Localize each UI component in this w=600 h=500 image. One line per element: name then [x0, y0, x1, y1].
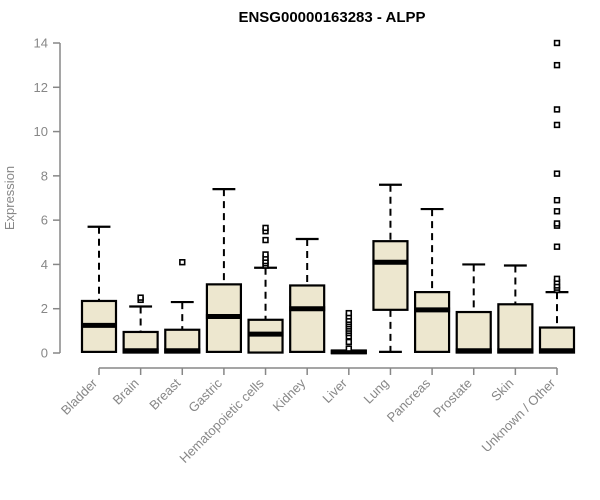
box-hematopoietic-cells [247, 224, 284, 354]
x-tick-label: Prostate [430, 376, 475, 421]
x-tick-label: Brain [110, 376, 142, 408]
x-tick-label: Kidney [270, 375, 309, 414]
outlier-point [553, 220, 561, 227]
x-tick-label: Liver [319, 375, 350, 406]
plot-area [80, 39, 576, 355]
box-bladder [80, 225, 118, 353]
outlier-point [553, 170, 561, 177]
outlier-point [553, 121, 561, 129]
chart-title: ENSG00000163283 - ALPP [238, 9, 425, 26]
outlier-point [345, 345, 353, 352]
outlier-point [179, 259, 186, 266]
outlier-point [553, 61, 561, 69]
outlier-point [553, 208, 561, 215]
outlier-point [553, 197, 561, 204]
box-gastric [205, 188, 243, 353]
x-tick-label: Bladder [58, 375, 101, 418]
box-liver [330, 309, 367, 355]
y-tick-label: 2 [41, 301, 48, 316]
box-breast [164, 259, 201, 354]
x-tick-label: Unknown / Other [479, 375, 559, 455]
box-rect [289, 284, 326, 353]
box-rect [413, 291, 451, 353]
box-pancreas [413, 207, 451, 353]
y-tick-label: 4 [41, 257, 48, 272]
y-tick-label: 8 [41, 168, 48, 183]
outlier-point [262, 236, 269, 244]
y-tick-label: 14 [34, 36, 48, 51]
outlier-point [345, 309, 353, 317]
box-prostate [455, 263, 492, 354]
box-unknown-other [538, 39, 576, 354]
outlier-point [553, 106, 561, 113]
box-skin [497, 264, 534, 354]
outlier-point [262, 224, 269, 232]
box-rect [455, 310, 492, 354]
y-tick-label: 12 [34, 80, 48, 95]
y-tick-label: 10 [34, 124, 48, 139]
y-tick-label: 0 [41, 346, 48, 361]
box-brain [122, 294, 159, 354]
y-axis-label: Expression [2, 166, 17, 230]
outlier-point [553, 243, 561, 250]
y-tick-label: 6 [41, 213, 48, 228]
outlier-point [553, 275, 561, 283]
box-kidney [289, 237, 326, 353]
x-tick-label: Skin [488, 376, 516, 404]
box-lung [372, 183, 409, 353]
outlier-point [553, 39, 561, 47]
outlier-point [262, 251, 269, 258]
outlier-point [345, 338, 353, 346]
y-axis: 0 2 4 6 8 10 12 14 [34, 36, 61, 361]
box-rect [497, 303, 534, 354]
x-tick-label: Gastric [185, 375, 225, 415]
x-tick-label: Breast [146, 375, 183, 412]
outlier-point [137, 294, 144, 301]
x-tick-label: Lung [361, 376, 392, 407]
box-rect [372, 240, 409, 311]
x-tick-label: Pancreas [384, 375, 434, 425]
